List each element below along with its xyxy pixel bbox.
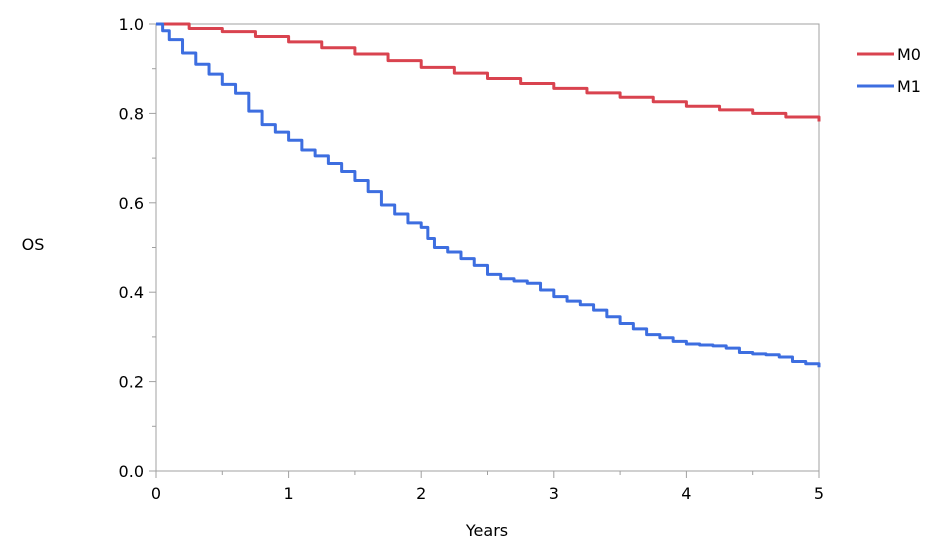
legend-label-m0: M0: [897, 45, 921, 64]
y-tick-label: 0.0: [119, 462, 144, 481]
x-tick-label: 2: [416, 484, 426, 503]
x-tick-label: 3: [549, 484, 559, 503]
series-line-m0: [156, 22, 821, 122]
x-tick-label: 4: [681, 484, 691, 503]
series-layer: [156, 22, 821, 368]
y-tick-label: 1.0: [119, 15, 144, 34]
x-tick-label: 0: [151, 484, 161, 503]
x-axis-label: Years: [465, 521, 508, 540]
y-axis: 0.0 0.2 0.4 0.6 0.8 1.0: [119, 15, 156, 481]
x-axis: 0 1 2 3 4 5: [151, 471, 824, 503]
y-tick-label: 0.2: [119, 373, 144, 392]
y-tick-label: 0.6: [119, 194, 144, 213]
y-axis-label: OS: [22, 235, 45, 254]
series-line-m1: [156, 22, 821, 368]
y-tick-label: 0.8: [119, 104, 144, 123]
legend-label-m1: M1: [897, 77, 921, 96]
x-tick-label: 1: [284, 484, 294, 503]
legend: M0 M1: [857, 45, 921, 96]
x-tick-label: 5: [814, 484, 824, 503]
y-tick-label: 0.4: [119, 283, 144, 302]
plot-frame: [155, 23, 820, 472]
